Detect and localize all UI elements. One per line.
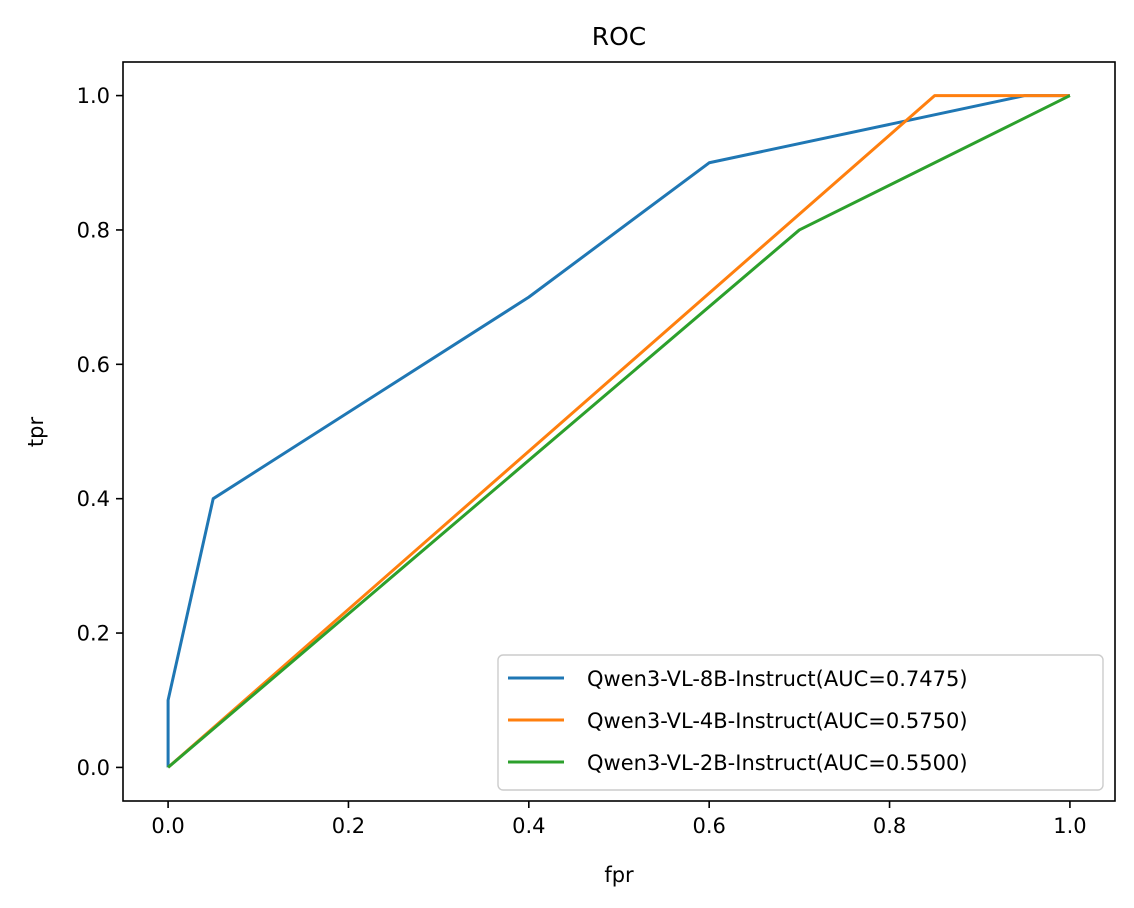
legend-label-2: Qwen3-VL-4B-Instruct(AUC=0.5750) <box>587 709 968 733</box>
x-tick-label: 0.4 <box>512 814 545 838</box>
series-group <box>166 94 1071 769</box>
x-tick-label: 0.2 <box>332 814 365 838</box>
series-line-2 <box>167 94 1070 769</box>
plot-area: 0.0 0.2 0.4 0.6 0.8 1.0 0.0 0.2 0.4 0.6 0.8 1.0 Qwen… <box>77 61 1116 838</box>
y-tick-label: 0.8 <box>77 218 110 242</box>
x-tick-label: 1.0 <box>1053 814 1086 838</box>
y-tick-label: 0.4 <box>77 487 110 511</box>
y-tick-label: 0.0 <box>77 756 110 780</box>
x-tick-label: 0.8 <box>873 814 906 838</box>
y-tick-label: 0.2 <box>77 622 110 646</box>
series-line-3 <box>167 94 1071 769</box>
legend-label-1: Qwen3-VL-8B-Instruct(AUC=0.7475) <box>587 667 968 691</box>
y-tick-label: 0.6 <box>77 353 110 377</box>
x-axis-label: fpr <box>604 863 634 887</box>
y-axis-label: tpr <box>24 417 48 448</box>
x-tick-label: 0.6 <box>692 814 725 838</box>
y-tick-label: 1.0 <box>77 84 110 108</box>
legend-box <box>497 654 1104 791</box>
legend-label-3: Qwen3-VL-2B-Instruct(AUC=0.5500) <box>587 751 968 775</box>
axes-frame <box>122 61 1116 802</box>
x-tick-label: 0.0 <box>151 814 184 838</box>
chart-title: ROC <box>592 22 647 51</box>
